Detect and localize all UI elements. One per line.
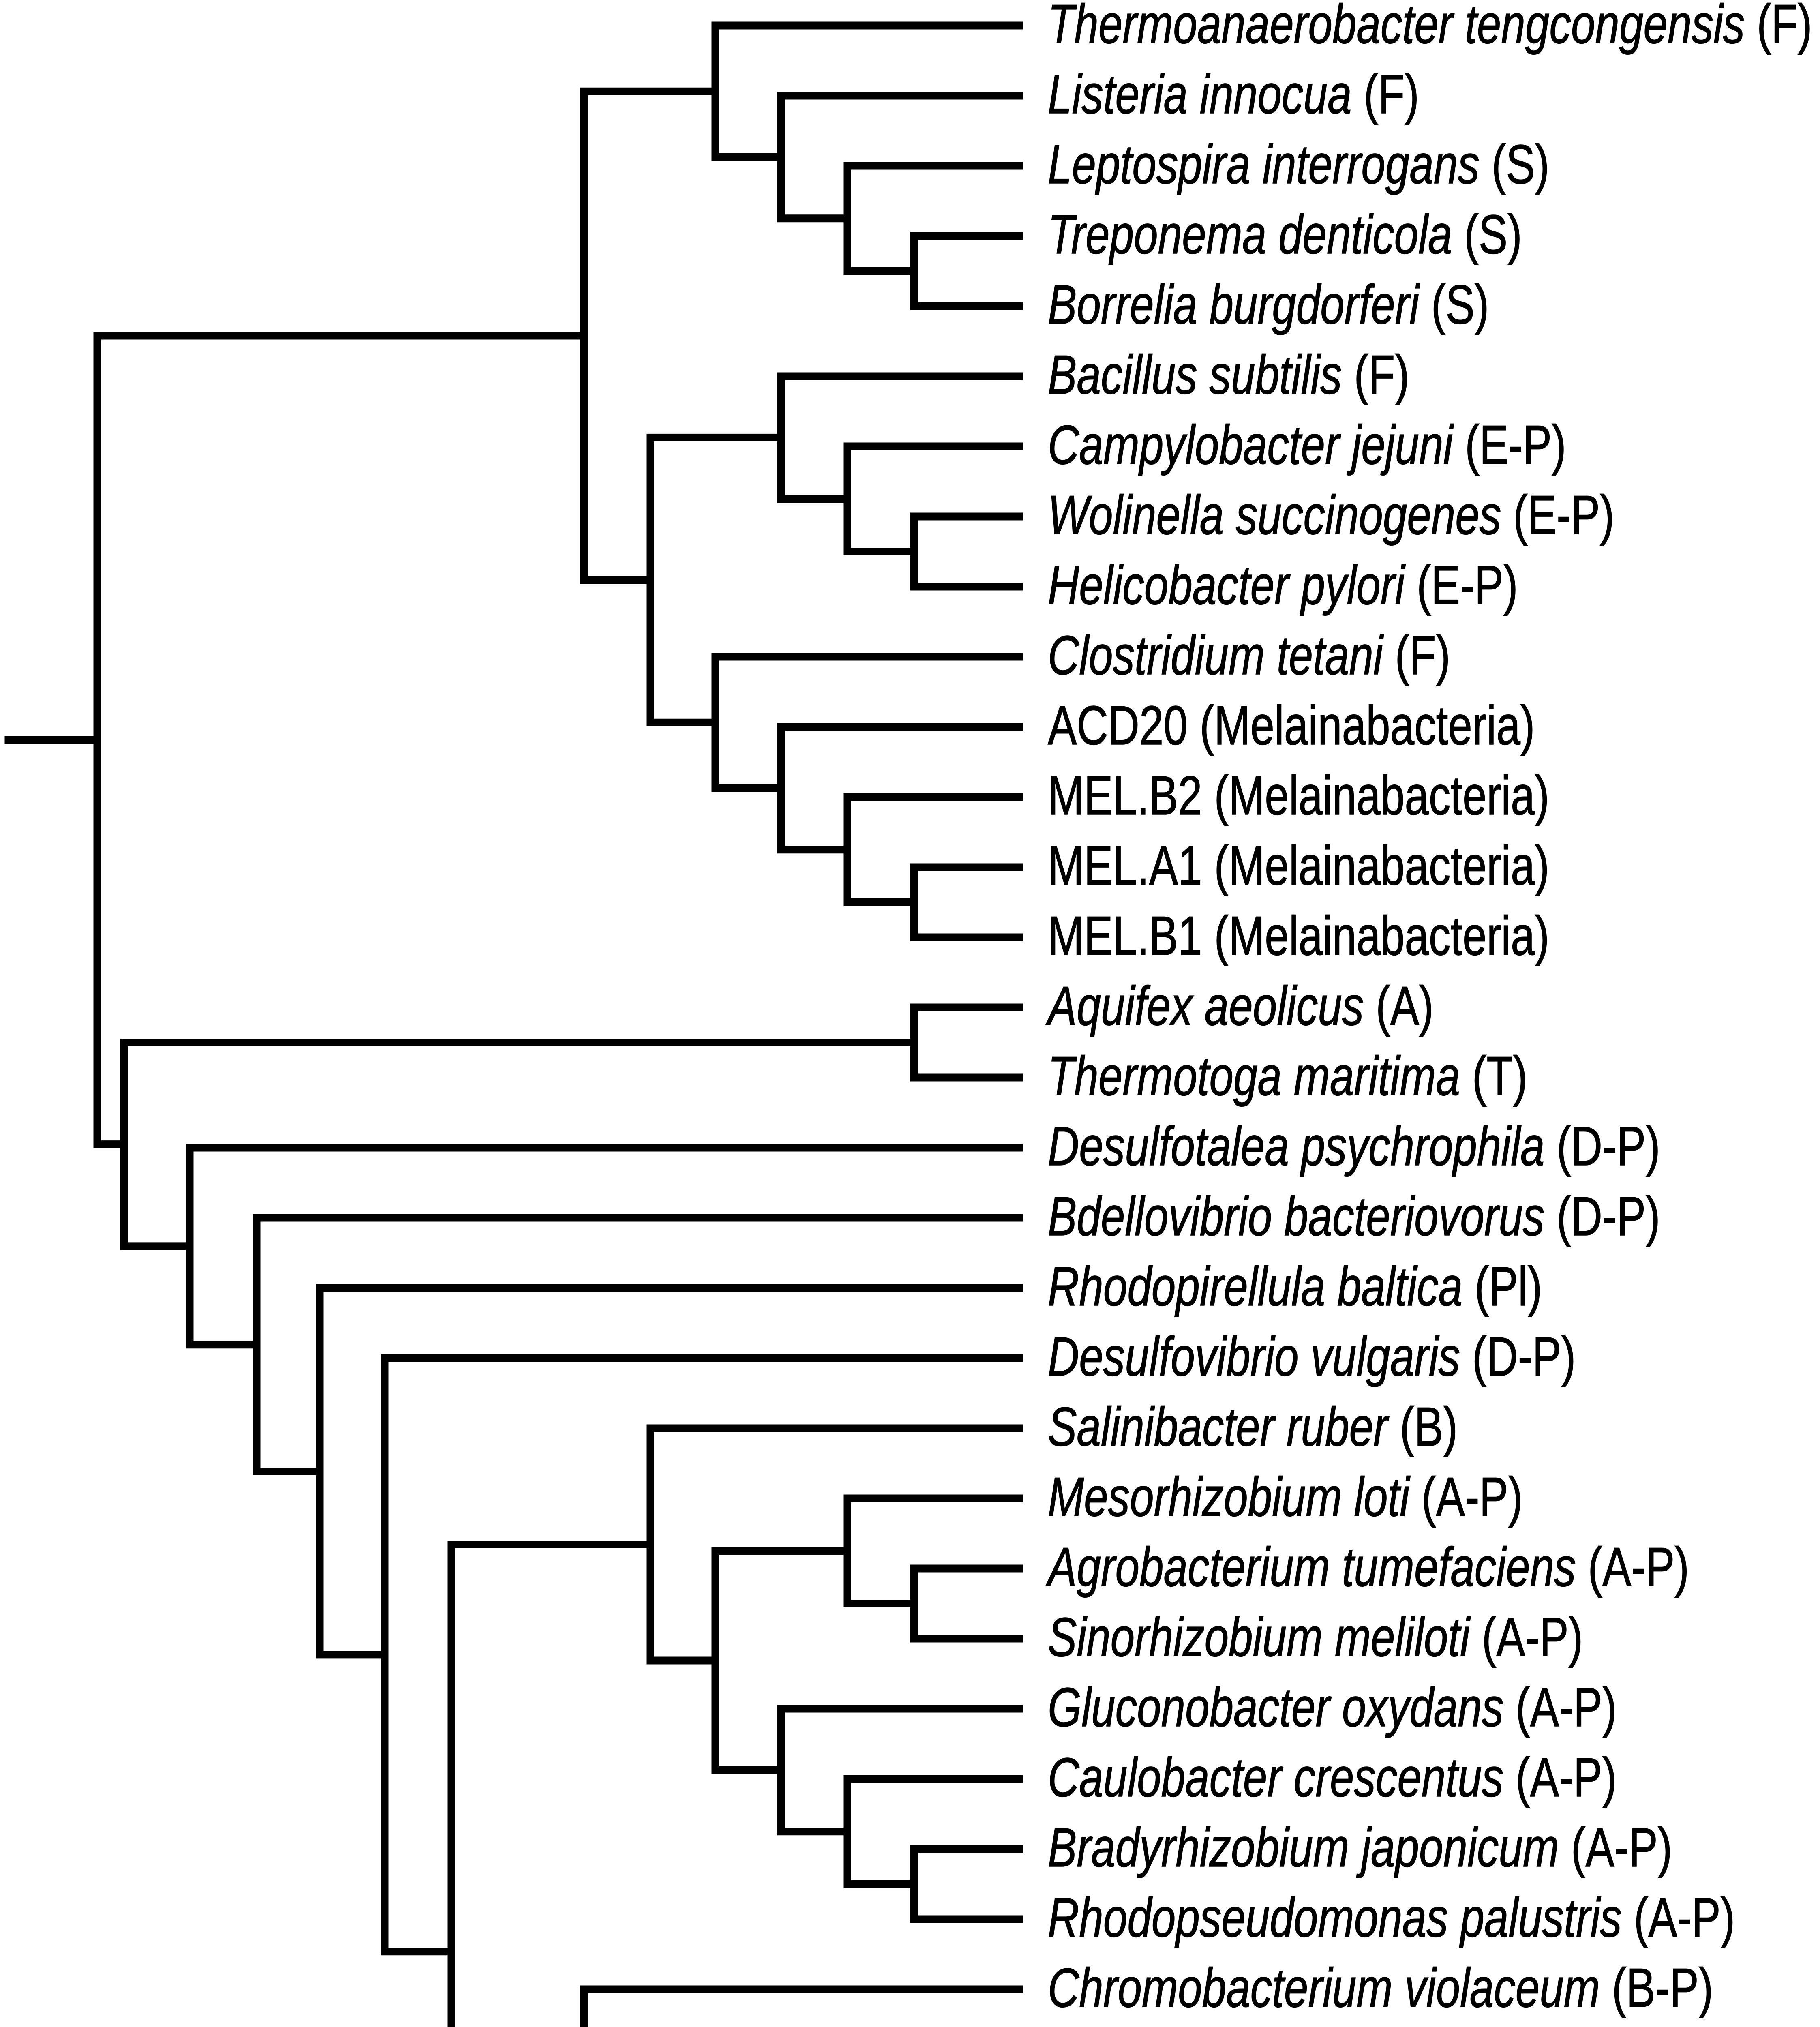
svg-text:Bdellovibrio bacteriovorus (D-: Bdellovibrio bacteriovorus (D-P) xyxy=(1048,1185,1660,1247)
svg-text:Borrelia burgdorferi (S): Borrelia burgdorferi (S) xyxy=(1048,274,1489,335)
svg-text:Helicobacter pylori (E-P): Helicobacter pylori (E-P) xyxy=(1048,554,1518,616)
svg-text:Thermoanaerobacter tengcongens: Thermoanaerobacter tengcongensis (F) xyxy=(1048,0,1812,55)
svg-text:Chromobacterium violaceum (B-P: Chromobacterium violaceum (B-P) xyxy=(1048,1957,1713,2018)
svg-text:Aquifex aeolicus (A): Aquifex aeolicus (A) xyxy=(1045,975,1434,1037)
svg-text:MEL.B1 (Melainabacteria): MEL.B1 (Melainabacteria) xyxy=(1048,905,1549,966)
svg-text:Leptospira interrogans (S): Leptospira interrogans (S) xyxy=(1048,133,1549,195)
svg-text:Agrobacterium tumefaciens (A-P: Agrobacterium tumefaciens (A-P) xyxy=(1045,1536,1689,1598)
svg-text:Treponema denticola (S): Treponema denticola (S) xyxy=(1048,204,1522,265)
svg-text:Salinibacter ruber (B): Salinibacter ruber (B) xyxy=(1048,1396,1458,1457)
svg-text:Clostridium tetani (F): Clostridium tetani (F) xyxy=(1048,624,1450,686)
svg-text:MEL.A1 (Melainabacteria): MEL.A1 (Melainabacteria) xyxy=(1048,835,1549,896)
svg-text:Mesorhizobium loti (A-P): Mesorhizobium loti (A-P) xyxy=(1048,1466,1523,1528)
svg-text:Bradyrhizobium japonicum (A-P): Bradyrhizobium japonicum (A-P) xyxy=(1048,1817,1672,1878)
svg-text:Sinorhizobium meliloti (A-P): Sinorhizobium meliloti (A-P) xyxy=(1048,1606,1583,1668)
svg-text:Bacillus subtilis (F): Bacillus subtilis (F) xyxy=(1048,344,1409,405)
svg-text:Wolinella succinogenes (E-P): Wolinella succinogenes (E-P) xyxy=(1048,484,1614,546)
svg-text:Campylobacter jejuni (E-P): Campylobacter jejuni (E-P) xyxy=(1048,414,1566,476)
svg-text:Listeria innocua (F): Listeria innocua (F) xyxy=(1048,63,1419,125)
svg-text:Caulobacter crescentus (A-P): Caulobacter crescentus (A-P) xyxy=(1048,1746,1617,1808)
svg-text:Desulfovibrio vulgaris (D-P): Desulfovibrio vulgaris (D-P) xyxy=(1048,1326,1576,1387)
svg-text:Gluconobacter oxydans (A-P): Gluconobacter oxydans (A-P) xyxy=(1048,1676,1617,1738)
svg-text:Thermotoga maritima (T): Thermotoga maritima (T) xyxy=(1048,1045,1527,1107)
svg-text:ACD20 (Melainabacteria): ACD20 (Melainabacteria) xyxy=(1048,694,1535,756)
svg-text:Desulfotalea psychrophila (D-P: Desulfotalea psychrophila (D-P) xyxy=(1048,1115,1660,1177)
svg-text:MEL.B2 (Melainabacteria): MEL.B2 (Melainabacteria) xyxy=(1048,765,1549,826)
svg-text:Rhodopirellula baltica (Pl): Rhodopirellula baltica (Pl) xyxy=(1048,1256,1542,1317)
svg-text:Rhodopseudomonas palustris (A-: Rhodopseudomonas palustris (A-P) xyxy=(1048,1887,1735,1948)
